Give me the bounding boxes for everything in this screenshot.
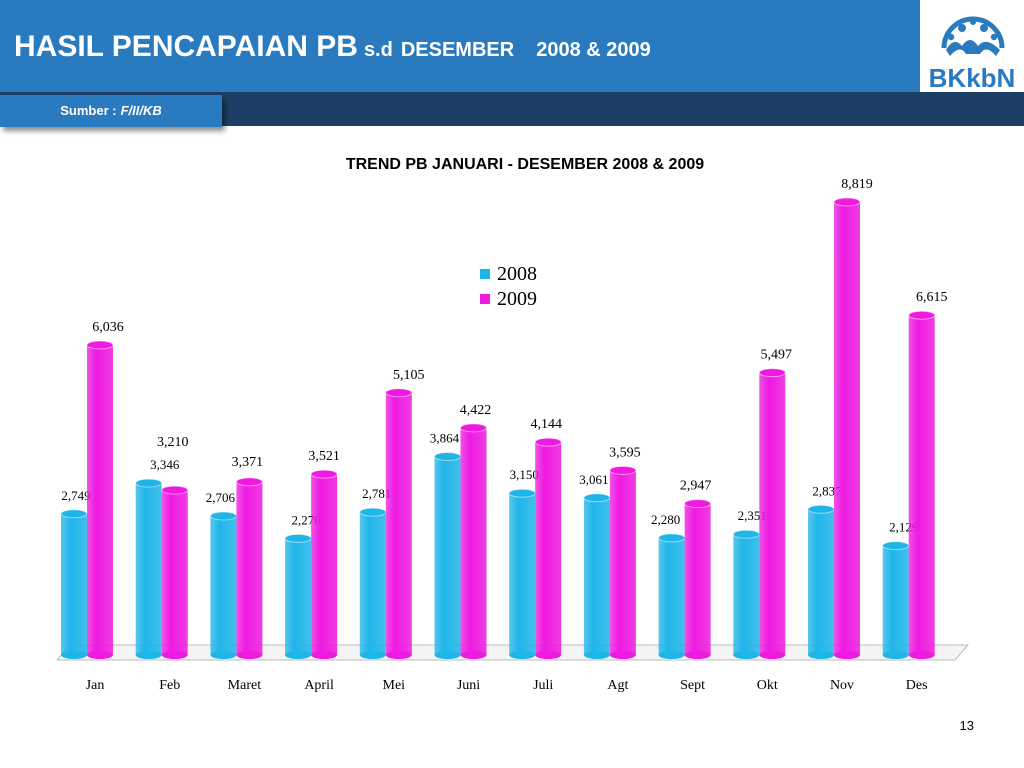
bar-2009-April [310,469,338,659]
bar-2008-Sept [658,533,686,659]
bar-2008-Agt [583,493,611,659]
x-tick-label: Jan [86,678,105,693]
x-tick-label: Sept [680,678,705,693]
bar-2009-Juni [460,423,487,659]
data-label-2009-April: 3,521 [308,449,340,464]
header-bar [0,0,920,92]
bar-2008-Mei [359,507,387,659]
legend-label: 2008 [497,263,537,285]
bar-2009-Sept [684,499,712,659]
source-value: F/II/KB [120,103,162,118]
title-sd: s.d [363,39,393,61]
x-tick-label: Mei [383,678,406,693]
data-label-2009-Agt: 3,595 [609,445,641,460]
source-box: Sumber : F/II/KB [0,95,222,127]
legend-label: 2009 [497,288,537,310]
chart-legend: 2008 2009 [480,263,537,310]
slide-title: HASIL PENCAPAIAN PB s.d DESEMBER 2008 & 200… [14,30,651,64]
bar-2008-Jan [60,509,88,659]
legend-item-2009: 2009 [480,288,537,310]
data-label-2009-Des: 6,615 [916,290,948,305]
x-tick-label: Juni [457,678,480,693]
legend-swatch [480,294,490,304]
bar-2009-Juli [534,437,562,659]
title-years: 2008 & 2009 [536,39,651,61]
title-month: DESEMBER [400,39,515,61]
x-tick-label: Juli [533,678,553,693]
page-number: 13 [959,718,974,733]
data-label-2008-Jan: 2,749 [61,488,90,503]
bar-2008-Feb [135,478,163,659]
bar-2009-Agt [609,465,637,659]
bar-2008-April [284,533,312,659]
series-2008 [60,452,910,659]
data-label-2009-Sept: 2,947 [680,479,712,494]
data-label-2009-Juli: 4,144 [530,417,562,432]
bar-2009-Maret [235,477,263,659]
bar-2009-Okt [758,368,786,659]
data-label-2009-Jan: 6,036 [92,320,124,335]
x-tick-label: Agt [607,678,628,693]
bar-2009-Mei [385,388,413,659]
bar-2009-Des [908,310,936,659]
bar-2008-Juli [508,488,536,659]
data-label-2009-Juni: 4,422 [460,403,492,418]
x-tick-label: April [304,678,334,693]
bar-2009-Jan [86,340,114,659]
data-label-2009-Maret: 3,371 [232,455,264,470]
legend-item-2008: 2008 [480,263,537,285]
source-label: Sumber : [60,103,117,118]
x-axis-labels: Jan Feb Maret April Mei Juni Juli Agt Sept Okt Nov… [86,678,928,693]
data-label-2008-Agt: 3,061 [579,472,608,487]
data-label-2008-Juli: 3,150 [510,467,539,482]
bar-2008-Maret [209,511,237,659]
bar-2008-Juni [434,452,461,659]
series-2009 [86,197,936,659]
bar-2008-Nov [807,504,835,659]
data-label-2009-Feb: 3,210 [157,435,189,450]
data-label-2008-Juni: 3,864 [430,431,460,446]
data-label-2009-Okt: 5,497 [761,348,793,363]
data-label-2008-Maret: 2,706 [206,490,236,505]
legend-swatch [480,269,490,279]
chart-title: TREND PB JANUARI - DESEMBER 2008 & 2009 [345,156,705,173]
logo-text: BKkbN [929,63,1016,92]
bar-2009-Nov [833,197,861,659]
data-label-2009-Mei: 5,105 [393,368,425,383]
x-tick-label: Nov [830,678,854,693]
bkkbn-logo-icon: BKkbN [929,16,1016,93]
x-tick-label: Okt [757,678,778,693]
x-tick-label: Feb [159,678,180,693]
data-label-2009-Nov: 8,819 [841,177,873,192]
data-label-2008-Sept: 2,280 [651,512,680,527]
bar-2009-Feb [161,485,189,659]
data-label-2008-Mei: 2,781 [362,486,391,501]
bkkbn-logo: BKkbN [920,0,1024,93]
data-label-2008-Feb: 3,346 [150,457,180,472]
x-tick-label: Des [906,678,928,693]
x-tick-label: Maret [228,678,262,693]
bar-2008-Des [882,541,910,659]
title-main: HASIL PENCAPAIAN PB [14,30,358,63]
bar-2008-Okt [732,529,760,659]
